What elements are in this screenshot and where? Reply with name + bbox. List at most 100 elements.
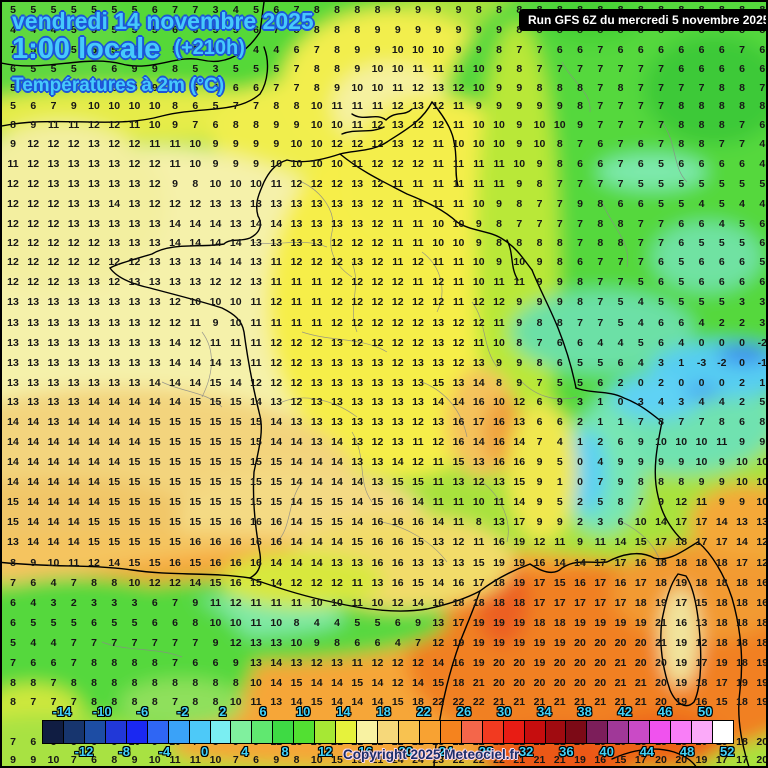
temperature-value: 12: [7, 198, 19, 210]
temperature-value: 9: [516, 357, 523, 369]
temperature-value: 11: [351, 597, 363, 609]
temperature-value: 2: [70, 597, 77, 609]
temperature-value: 15: [209, 396, 222, 408]
temperature-value: 12: [452, 82, 465, 94]
temperature-value: 5: [50, 44, 57, 56]
temperature-value: 10: [270, 617, 283, 629]
temperature-value: 22: [452, 754, 465, 766]
temperature-value: 6: [253, 754, 259, 766]
temperature-value: 14: [331, 536, 343, 548]
temperature-value: 13: [290, 416, 303, 428]
temperature-value: 6: [30, 657, 37, 669]
temperature-value: 9: [475, 100, 482, 112]
temperature-value: 11: [392, 178, 404, 190]
temperature-value: 1: [556, 476, 563, 488]
colorbar-tick-label: -6: [136, 704, 149, 719]
temperature-value: 5: [698, 237, 705, 249]
temperature-value: 19: [756, 657, 768, 669]
temperature-value: 10: [229, 178, 242, 190]
admin-boundaries: [101, 61, 688, 658]
temperature-value: 11: [230, 337, 242, 349]
temperature-value: 6: [678, 158, 685, 170]
temperature-value: 13: [310, 377, 323, 389]
temperature-value: 5: [253, 4, 259, 16]
temperature-value: 9: [536, 100, 543, 112]
temperature-value: 10: [290, 158, 303, 170]
temperature-value: 13: [432, 317, 445, 329]
temperature-value: 14: [412, 496, 424, 508]
forecast-date-label: vendredi 14 novembre 2025: [12, 8, 314, 34]
colorbar-tick-label: -12: [74, 744, 94, 759]
temperature-value: 14: [169, 237, 181, 249]
temperature-value: 9: [536, 276, 543, 288]
temperature-value: 8: [131, 677, 138, 689]
temperature-value: 4: [759, 158, 766, 170]
temperature-value: 8: [718, 100, 725, 112]
temperature-value: 14: [108, 436, 121, 448]
temperature-value: -2: [717, 357, 727, 369]
temperature-value: 11: [473, 337, 485, 349]
temperature-value: 12: [472, 317, 485, 329]
colorbar-cell: [336, 721, 358, 743]
temperature-value: 11: [432, 158, 444, 170]
temperature-value: 7: [658, 82, 664, 94]
temperature-value: 15: [209, 416, 222, 428]
temperature-value: 8: [334, 44, 340, 56]
temperature-value: 14: [290, 516, 303, 528]
temperature-value: 6: [739, 256, 745, 268]
temperature-value: 7: [70, 657, 77, 669]
temperature-value: 11: [452, 119, 465, 131]
temperature-value: 17: [695, 536, 708, 548]
temperature-value: 18: [655, 577, 667, 589]
temperature-value: 11: [412, 63, 424, 75]
temperature-value: 0: [739, 337, 745, 349]
colorbar-tick-label: 22: [416, 704, 432, 719]
temperature-value: 5: [556, 377, 563, 389]
temperature-value: 8: [698, 119, 705, 131]
temperature-value: 15: [128, 456, 141, 468]
temperature-value: 13: [108, 317, 121, 329]
temperature-value: 21: [614, 677, 627, 689]
temperature-value: 7: [172, 637, 178, 649]
temperature-value: 10: [756, 476, 768, 488]
temperature-value: 6: [759, 237, 766, 249]
temperature-value: 12: [371, 256, 384, 268]
temperature-value: 12: [472, 296, 485, 308]
temperature-value: 11: [695, 496, 708, 508]
temperature-value: 8: [496, 4, 502, 16]
temperature-value: 13: [756, 516, 768, 528]
temperature-value: 21: [533, 754, 546, 766]
temperature-value: 8: [212, 677, 219, 689]
temperature-value: 20: [655, 696, 667, 708]
temperature-value: 12: [169, 577, 181, 589]
temperature-value: 7: [273, 82, 280, 94]
temperature-value: 9: [151, 63, 158, 75]
temperature-value: 9: [658, 496, 664, 508]
temperature-value: 10: [148, 100, 161, 112]
temperature-value: 10: [736, 476, 748, 488]
colorbar-cell: [378, 721, 399, 743]
temperature-value: 11: [452, 158, 465, 170]
temperature-value: 6: [556, 337, 563, 349]
colorbar-cell: [650, 721, 672, 743]
temperature-value: 6: [10, 617, 16, 629]
temperature-value: 13: [331, 416, 343, 428]
temperature-value: -1: [757, 357, 767, 369]
temperature-value: 12: [108, 119, 121, 131]
temperature-value: 5: [739, 218, 745, 230]
temperature-value: 8: [253, 119, 259, 131]
temperature-value: 8: [475, 516, 482, 528]
temperature-value: 20: [756, 754, 768, 766]
temperature-value: 4: [50, 577, 57, 589]
temperature-value: 9: [273, 119, 280, 131]
temperature-value: 11: [432, 496, 444, 508]
temperature-value: 6: [637, 158, 644, 170]
temperature-value: 14: [250, 396, 262, 408]
temperature-value: 9: [536, 516, 543, 528]
temperature-value: 13: [67, 396, 80, 408]
temperature-value: 7: [536, 44, 543, 56]
temperature-value: 13: [88, 276, 100, 288]
temperature-value: 6: [111, 63, 118, 75]
colorbar-cell: [608, 721, 630, 743]
temperature-value: 8: [131, 696, 138, 708]
